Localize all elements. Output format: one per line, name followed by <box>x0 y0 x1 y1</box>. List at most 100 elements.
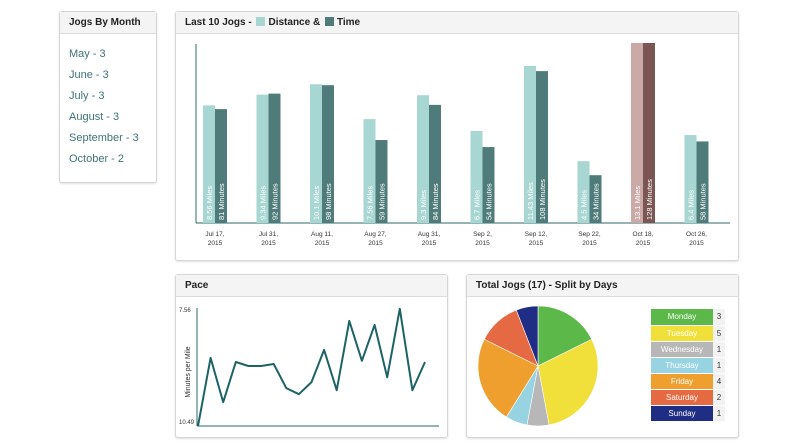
time-bar <box>429 104 441 223</box>
distance-bar <box>684 135 697 223</box>
x-tick-label: Sep 12, <box>525 231 548 238</box>
distance-bar <box>310 84 322 223</box>
pace-title: Pace <box>176 275 447 297</box>
time-data-label: 92 Minutes <box>271 183 280 220</box>
distance-bar <box>256 94 269 223</box>
split-by-days-panel: Total Jogs (17) - Split by Days Monday 3 T… <box>466 274 739 438</box>
x-tick-label: 2015 <box>422 240 437 247</box>
split-by-days-title: Total Jogs (17) - Split by Days <box>467 275 738 297</box>
time-data-label: 34 Minutes <box>592 183 601 220</box>
x-tick-label: 2015 <box>475 240 490 247</box>
time-bar <box>536 71 548 223</box>
distance-data-label: 4.5 Miles <box>580 190 589 220</box>
time-bar <box>482 147 495 223</box>
distance-data-label: 8.56 Miles <box>205 186 214 220</box>
month-item[interactable]: September - 3 <box>69 132 139 144</box>
time-data-label: 59 Minutes <box>378 183 387 220</box>
x-tick-label: Sep 2, <box>473 231 492 238</box>
last-10-jogs-title: Last 10 Jogs - <box>185 17 252 28</box>
jogs-by-month-panel: Jogs By Month May - 3 June - 3 July - 3 Aug… <box>59 11 157 183</box>
legend-row: Wednesday 1 <box>651 341 725 358</box>
distance-data-label: 9.34 Miles <box>259 186 268 220</box>
legend-day-label: Tuesday <box>651 325 713 342</box>
x-tick-label: 2015 <box>261 240 276 247</box>
legend-day-count: 5 <box>713 325 725 342</box>
legend-row: Thursday 1 <box>651 357 725 374</box>
legend-day-label: Friday <box>651 373 713 390</box>
time-bar <box>589 175 602 223</box>
legend-row: Monday 3 <box>651 309 725 326</box>
month-item[interactable]: June - 3 <box>69 69 109 81</box>
x-tick-label: Aug 31, <box>418 231 441 238</box>
month-item[interactable]: May - 3 <box>69 48 106 60</box>
time-legend-swatch <box>324 17 334 26</box>
pace-y-tick-label: 10.49 <box>179 420 195 426</box>
time-legend-label: Time <box>336 17 361 28</box>
time-data-label: 81 Minutes <box>217 183 226 220</box>
distance-legend-swatch <box>256 17 266 26</box>
pace-line-chart: 7.56 10.49 Minutes per Mile <box>179 307 439 427</box>
distance-data-label: 10.1 Miles <box>312 186 321 220</box>
pie-slice-monday <box>537 305 593 367</box>
time-bar <box>268 93 281 223</box>
last-10-jogs-panel: Last 10 Jogs - Distance & Time 8.56 Mile… <box>175 11 739 261</box>
time-data-label: 108 Minutes <box>538 179 547 220</box>
distance-data-label: 11.43 Miles <box>526 182 535 220</box>
x-tick-label: Jul 17, <box>205 231 224 238</box>
jogs-by-month-title: Jogs By Month <box>60 12 156 34</box>
legend-day-count: 1 <box>713 341 725 358</box>
distance-bar <box>524 65 536 223</box>
distance-bar <box>577 161 590 223</box>
x-tick-label: 2015 <box>529 240 544 247</box>
distance-data-label: 6.4 Miles <box>687 190 696 220</box>
days-pie-chart <box>477 305 599 427</box>
time-data-label: 128 Minutes <box>645 179 654 220</box>
x-tick-label: 2015 <box>208 240 223 247</box>
legend-day-label: Thursday <box>651 357 713 374</box>
legend-day-count: 1 <box>713 405 725 422</box>
x-tick-label: Sep 22, <box>578 231 601 238</box>
legend-row: Friday 4 <box>651 373 725 390</box>
legend-day-count: 2 <box>713 389 725 406</box>
month-item[interactable]: October - 2 <box>69 153 125 165</box>
month-item[interactable]: July - 3 <box>69 90 105 102</box>
distance-bar <box>203 105 215 223</box>
distance-bar <box>470 130 483 223</box>
legend-day-count: 4 <box>713 373 725 390</box>
time-data-label: 54 Minutes <box>485 183 494 220</box>
jogs-bar-chart: 8.56 Miles 81 Minutes Jul 17, 2015 9.34 Mile… <box>195 43 730 247</box>
time-bar <box>215 109 227 223</box>
legend-row: Tuesday 5 <box>651 325 725 342</box>
time-bar <box>375 140 388 223</box>
time-data-label: 84 Minutes <box>431 183 440 220</box>
distance-bar <box>631 43 643 223</box>
time-data-label: 58 Minutes <box>699 183 708 220</box>
x-tick-label: Aug 11, <box>311 231 333 238</box>
time-bar <box>322 85 334 223</box>
time-bar <box>643 43 655 223</box>
legend-row: Saturday 2 <box>651 389 725 406</box>
x-tick-label: Oct 18, <box>633 231 654 238</box>
distance-bar <box>417 95 429 223</box>
month-list: May - 3 June - 3 July - 3 August - 3 Septemb… <box>60 34 156 170</box>
x-tick-label: 2015 <box>315 240 330 247</box>
legend-day-label: Wednesday <box>651 341 713 358</box>
pace-line <box>197 307 426 427</box>
pace-y-axis-label: Minutes per Mile <box>185 346 192 397</box>
legend-day-label: Sunday <box>651 405 713 422</box>
legend-day-count: 1 <box>713 357 725 374</box>
legend-row: Sunday 1 <box>651 405 725 422</box>
pace-panel: Pace 7.56 10.49 Minutes per Mile <box>175 274 448 438</box>
x-tick-label: 2015 <box>636 240 651 247</box>
distance-legend-label: Distance & <box>268 17 321 28</box>
month-item[interactable]: August - 3 <box>69 111 120 123</box>
time-data-label: 98 Minutes <box>324 183 333 220</box>
legend-day-count: 3 <box>713 309 725 326</box>
x-tick-label: Jul 31, <box>259 231 278 238</box>
x-tick-label: Aug 27, <box>364 231 387 238</box>
last-10-jogs-header: Last 10 Jogs - Distance & Time <box>176 12 738 34</box>
legend-day-label: Monday <box>651 309 713 326</box>
distance-data-label: 6.7 Miles <box>473 190 482 220</box>
pace-y-tick-label: 7.56 <box>179 308 191 314</box>
pie-slice-sunday <box>515 305 539 367</box>
